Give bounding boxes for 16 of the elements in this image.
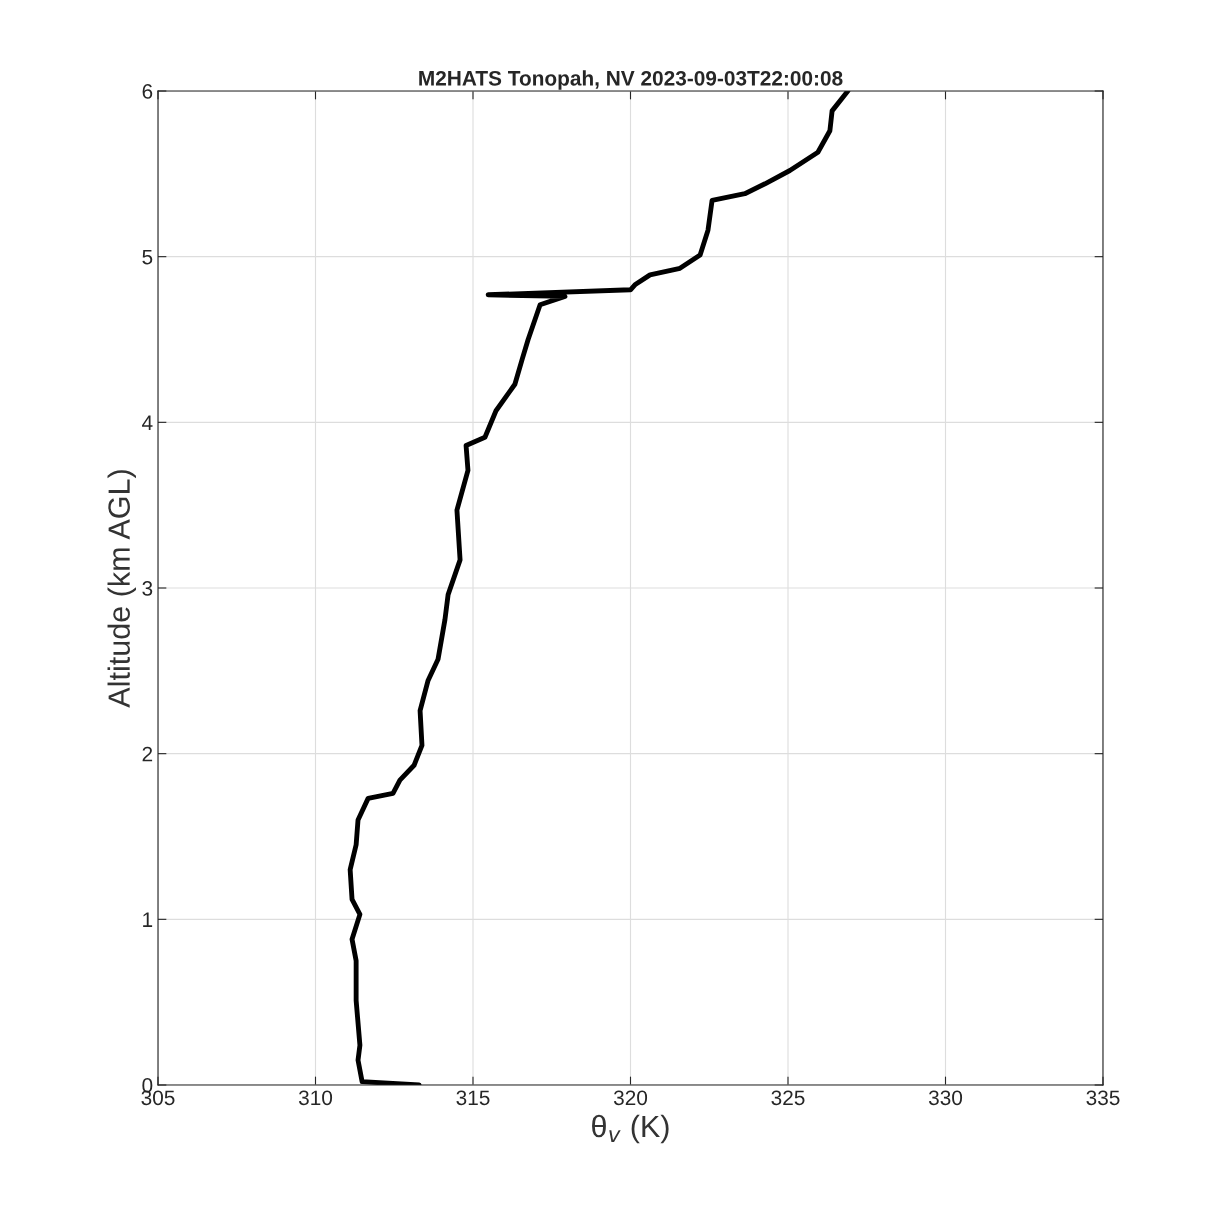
y-axis-title: Altitude (km AGL) <box>107 470 136 708</box>
x-tick-label: 330 <box>928 1090 963 1106</box>
x-axis-title: θ$_{v}$ (K) <box>592 1114 669 1144</box>
y-tick-label: 6 <box>142 84 153 99</box>
chart-title: M2HATS Tonopah, NV 2023-09-03T22:00:08 <box>419 70 843 90</box>
x-tick-label: 335 <box>1086 1090 1120 1106</box>
y-tick-label: 4 <box>142 415 153 430</box>
x-tick-label: 325 <box>771 1090 805 1106</box>
x-tick-label: 310 <box>298 1090 333 1106</box>
x-tick-label: 320 <box>613 1090 648 1106</box>
y-tick-label: 5 <box>142 249 153 265</box>
y-tick-label: 2 <box>142 746 153 762</box>
x-tick-label: 315 <box>456 1090 490 1106</box>
y-tick-label: 3 <box>142 581 153 596</box>
line-series <box>347 91 851 1085</box>
y-tick-label: 1 <box>143 912 153 927</box>
